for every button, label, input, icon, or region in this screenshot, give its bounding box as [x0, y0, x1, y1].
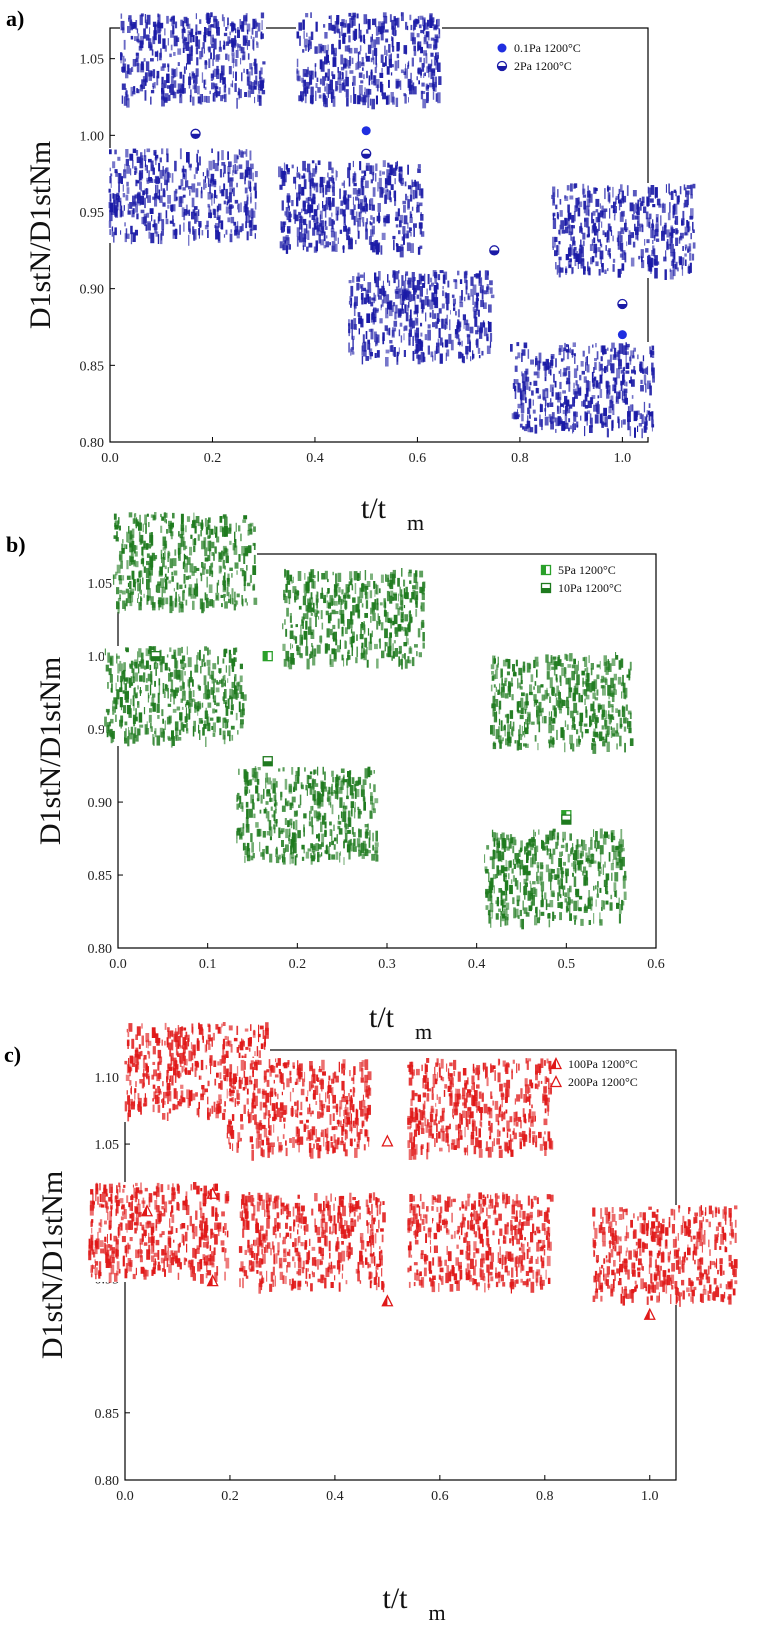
- x-tick-label: 0.2: [221, 1489, 239, 1504]
- data-point: [140, 1204, 154, 1217]
- y-tick-label: 0.85: [95, 1407, 120, 1422]
- data-point: [540, 564, 552, 576]
- texture-patch: [282, 568, 427, 670]
- data-point: [561, 814, 572, 825]
- x-tick-label: 0.4: [306, 451, 324, 466]
- x-tick-label: 0.8: [511, 451, 529, 466]
- chart-panel-2: 0.800.850.900.951.001.050.0 0.1 0.2 0.3 0.4 0…: [6, 512, 665, 1044]
- x-axis-title: t/t: [361, 492, 387, 525]
- texture-patch: [120, 12, 266, 109]
- x-tick-label: 1.0: [614, 451, 632, 466]
- texture-patch: [238, 1192, 386, 1294]
- x-tick-label: 0.1: [199, 957, 217, 972]
- y-tick-label: 0.90: [88, 796, 113, 811]
- data-point: [190, 128, 201, 139]
- x-tick-label: 0.0: [109, 957, 127, 972]
- texture-patch: [490, 652, 634, 754]
- texture-patch: [551, 183, 697, 280]
- data-point: [361, 126, 371, 136]
- x-tick-label: 0.5: [558, 957, 576, 972]
- data-point: [549, 1057, 563, 1070]
- data-point: [489, 245, 500, 256]
- x-tick-label: 0.6: [647, 957, 665, 972]
- x-tick-label: 0.2: [204, 451, 222, 466]
- chart-panel-1: 0.80 0.85 0.90 0.95 1.00 1.05 0.0 0.2 0.4 0.6 0.8 1…: [6, 6, 697, 535]
- data-point: [262, 650, 273, 662]
- texture-patch: [484, 828, 627, 930]
- texture-patch: [407, 1058, 554, 1160]
- legend: 100Pa 1200°C 200Pa 1200°C: [549, 1057, 638, 1089]
- legend-label: 0.1Pa 1200°C: [514, 41, 581, 55]
- legend-label: 10Pa 1200°C: [558, 581, 622, 595]
- x-tick-label: 1.0: [641, 1489, 659, 1504]
- y-axis-title: D1stN/D1stNm: [24, 141, 57, 329]
- data-point: [549, 1075, 563, 1088]
- texture-patch: [88, 1182, 230, 1284]
- y-axis-title: D1stN/D1stNm: [36, 1171, 69, 1359]
- y-tick-label: 0.80: [95, 1474, 120, 1489]
- y-tick-label: 1.10: [95, 1071, 120, 1086]
- data-point: [361, 148, 372, 159]
- x-axis-title: t/t: [383, 1582, 409, 1615]
- legend-label: 100Pa 1200°C: [568, 1057, 638, 1071]
- data-point: [540, 582, 552, 594]
- x-tick-label: 0.6: [431, 1489, 449, 1504]
- y-tick-label: 0.95: [80, 206, 105, 221]
- y-tick-label: 1.05: [80, 53, 105, 68]
- data-point: [206, 1274, 219, 1287]
- data-point: [617, 330, 627, 340]
- texture-patch: [407, 1192, 554, 1294]
- texture-patch: [510, 342, 656, 439]
- x-axis-title-subscript: m: [415, 1019, 432, 1044]
- x-axis-title-subscript: m: [429, 1600, 446, 1625]
- texture-patch: [112, 512, 258, 614]
- y-tick-label: 1.05: [95, 1138, 120, 1153]
- panel-label: a): [6, 6, 24, 31]
- data-point: [150, 650, 161, 662]
- texture-patch: [226, 1058, 372, 1161]
- texture-patch: [592, 1205, 738, 1307]
- x-tick-label: 0.0: [101, 451, 119, 466]
- y-axis-title: D1stN/D1stNm: [34, 657, 67, 845]
- y-tick-label: 1.00: [80, 129, 105, 144]
- texture-patch: [296, 12, 442, 110]
- x-tick-label: 0.4: [326, 1489, 344, 1504]
- y-tick-label: 1.05: [88, 577, 113, 592]
- panel-label: b): [6, 532, 26, 557]
- x-tick-label: 0.2: [289, 957, 307, 972]
- data-point: [497, 43, 507, 53]
- x-tick-label: 0.6: [409, 451, 427, 466]
- chart-panel-3: 0.800.850.951.001.051.100.00.20.40.60.81…: [4, 1022, 738, 1625]
- x-tick-label: 0.3: [378, 957, 396, 972]
- y-tick-label: 0.80: [80, 436, 105, 451]
- y-tick-label: 0.85: [88, 869, 113, 884]
- y-tick-label: 0.85: [80, 359, 105, 374]
- data-point: [643, 1307, 656, 1320]
- x-axis-title: t/t: [369, 1001, 395, 1034]
- panel-label: c): [4, 1042, 21, 1067]
- data-point: [381, 1134, 394, 1147]
- texture-patch: [108, 148, 258, 246]
- data-point: [381, 1294, 394, 1307]
- x-tick-label: 0.0: [116, 1489, 134, 1504]
- legend-label: 200Pa 1200°C: [568, 1075, 638, 1089]
- texture-patch: [348, 270, 495, 367]
- texture-patch: [104, 646, 247, 748]
- x-tick-label: 0.4: [468, 957, 486, 972]
- texture-patch: [236, 766, 379, 866]
- data-point: [262, 756, 273, 767]
- legend: 5Pa 1200°C 10Pa 1200°C: [540, 563, 622, 595]
- legend: 0.1Pa 1200°C 2Pa 1200°C: [496, 41, 581, 73]
- legend-label: 5Pa 1200°C: [558, 563, 616, 577]
- x-axis-title-subscript: m: [407, 510, 424, 535]
- data-point: [496, 60, 508, 72]
- y-tick-label: 0.90: [80, 283, 105, 298]
- texture-patch: [278, 160, 425, 258]
- data-point: [206, 1186, 219, 1199]
- y-tick-label: 0.80: [88, 942, 113, 957]
- x-tick-label: 0.8: [536, 1489, 554, 1504]
- legend-label: 2Pa 1200°C: [514, 59, 572, 73]
- data-point: [617, 298, 628, 310]
